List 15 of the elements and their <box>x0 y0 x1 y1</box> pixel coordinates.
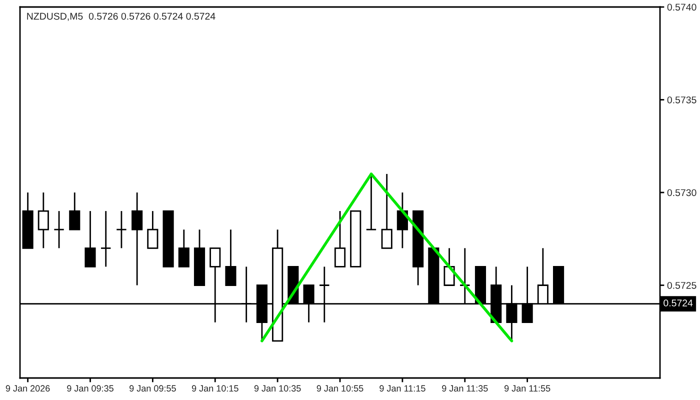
text: NZDUSD,M5 0.5726 0.5726 0.5724 0.5724 <box>27 12 216 21</box>
x-tick-label: 9 Jan 09:35 <box>67 385 114 392</box>
y-tick-label: 0.5735 <box>667 96 696 104</box>
x-tick-label: 9 Jan 11:35 <box>442 385 488 392</box>
y-tick-label: 0.5725 <box>667 282 696 289</box>
y-tick-label: 0.5740 <box>667 4 696 11</box>
x-tick-label: 9 Jan 09:55 <box>130 385 176 392</box>
y-tick-label: 0.5730 <box>667 189 696 196</box>
x-tick-label: 9 Jan 10:35 <box>254 385 301 392</box>
ref-line-label: 0.5724 <box>664 300 693 306</box>
x-tick-label: 9 Jan 2026 <box>6 385 50 392</box>
x-tick-label: 9 Jan 11:55 <box>504 385 550 392</box>
x-tick-label: 9 Jan 11:15 <box>380 385 426 392</box>
x-tick-label: 9 Jan 10:55 <box>316 385 364 392</box>
x-tick-label: 9 Jan 10:15 <box>192 385 238 392</box>
